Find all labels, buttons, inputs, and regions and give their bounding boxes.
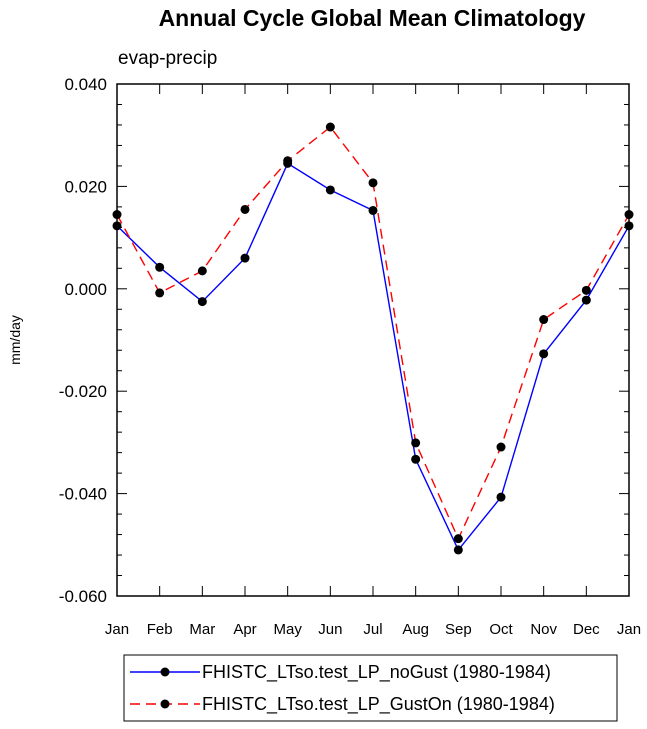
- y-tick-label: 0.020: [64, 177, 107, 196]
- data-point-series-1: [197, 297, 207, 307]
- data-point-series-2: [539, 315, 549, 325]
- y-tick-label: -0.040: [59, 485, 107, 504]
- legend-label-1: FHISTC_LTso.test_LP_noGust (1980-1984): [202, 662, 551, 683]
- data-point-series-2: [411, 438, 421, 448]
- data-point-series-1: [411, 454, 421, 464]
- y-tick-label: -0.060: [59, 587, 107, 606]
- series-line-2: [116, 126, 630, 541]
- x-tick-label: May: [273, 621, 302, 638]
- data-point-series-2: [453, 534, 463, 544]
- x-tick-label: Jan: [105, 621, 129, 638]
- data-point-series-2: [325, 122, 335, 132]
- x-tick-label: Mar: [189, 621, 215, 638]
- x-tick-label: Aug: [402, 621, 429, 638]
- x-tick-label: Jul: [363, 621, 382, 638]
- legend-marker-1: [160, 667, 170, 677]
- x-tick-label: Dec: [573, 621, 600, 638]
- data-point-series-2: [368, 178, 378, 188]
- chart-subtitle: evap-precip: [118, 48, 217, 69]
- series-line-1: [116, 162, 630, 552]
- x-tick-label: Apr: [233, 621, 256, 638]
- x-tick-label: Oct: [489, 621, 513, 638]
- data-point-series-1: [496, 492, 506, 502]
- data-point-series-1: [581, 295, 591, 305]
- data-point-series-2: [496, 442, 506, 452]
- legend-marker-2: [160, 699, 170, 709]
- x-tick-label: Jun: [318, 621, 342, 638]
- x-tick-labels: Jan Feb Mar Apr May Jun Jul Aug Sep Oct Nov Dec Jan: [105, 621, 641, 638]
- y-tick-labels: 0.040 0.020 0.000 -0.020 -0.040 -0.060: [59, 75, 107, 606]
- chart-title: Annual Cycle Global Mean Climatology: [159, 5, 586, 31]
- axis-ticks: [116, 83, 630, 597]
- data-point-series-1: [539, 349, 549, 359]
- legend-box: [123, 654, 618, 722]
- y-tick-label: -0.020: [59, 382, 107, 401]
- y-tick-label: 0.000: [64, 280, 107, 299]
- data-point-series-1: [155, 262, 165, 272]
- data-point-series-1: [453, 545, 463, 555]
- x-tick-label: Feb: [147, 621, 173, 638]
- plot-frame: [116, 83, 630, 597]
- data-point-series-1: [325, 185, 335, 195]
- data-point-series-2: [155, 288, 165, 298]
- y-tick-label: 0.040: [64, 75, 107, 94]
- data-point-series-2: [283, 156, 293, 166]
- data-point-series-2: [240, 204, 250, 214]
- data-point-series-1: [240, 253, 250, 263]
- legend-label-2: FHISTC_LTso.test_LP_GustOn (1980-1984): [202, 694, 555, 715]
- data-point-series-1: [368, 205, 378, 215]
- x-tick-label: Jan: [617, 621, 641, 638]
- data-point-series-2: [581, 285, 591, 295]
- x-tick-label: Nov: [530, 621, 557, 638]
- y-axis-label: mm/day: [7, 315, 23, 365]
- series-layer: [112, 122, 634, 555]
- legend: FHISTC_LTso.test_LP_noGust (1980-1984) FH…: [123, 654, 618, 722]
- x-tick-label: Sep: [445, 621, 472, 638]
- data-point-series-2: [197, 266, 207, 276]
